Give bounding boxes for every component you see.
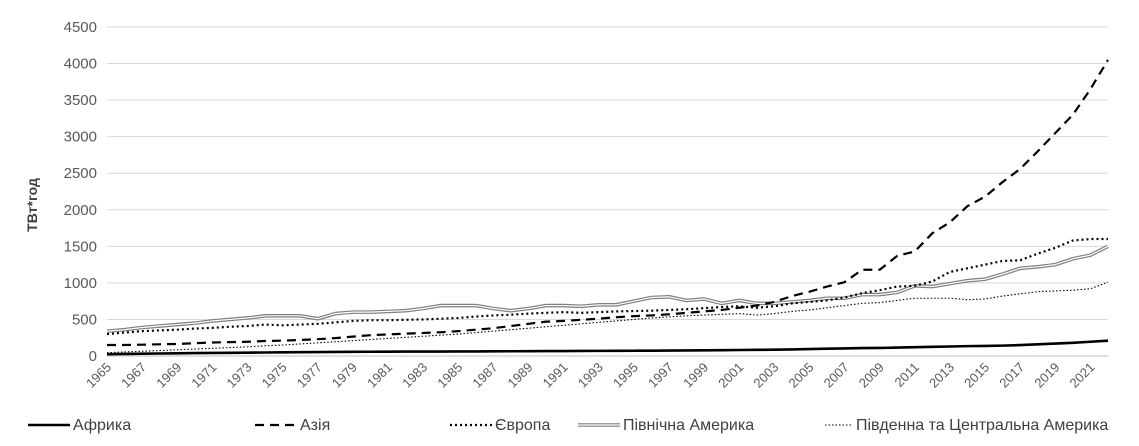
- x-tick-label: 2007: [821, 360, 852, 391]
- x-tick-label: 1993: [575, 360, 606, 391]
- x-tick-label: 1973: [224, 360, 255, 391]
- x-tick-label: 2017: [996, 360, 1027, 391]
- y-tick-label: 2500: [64, 165, 97, 182]
- x-tick-label: 1985: [434, 360, 465, 391]
- x-tick-label: 1999: [680, 360, 711, 391]
- y-tick-label: 1000: [64, 275, 97, 292]
- x-tick-label: 2015: [961, 360, 992, 391]
- series-0: [106, 339, 1109, 356]
- x-tick-label: 2001: [715, 360, 746, 391]
- series-line: [107, 59, 1109, 347]
- x-tick-label: 1987: [469, 360, 500, 391]
- series-line: [106, 281, 1109, 354]
- legend-label: Північна Америка: [623, 417, 754, 434]
- legend-item: Північна Америка: [578, 417, 754, 434]
- series-1: [107, 59, 1109, 347]
- x-tick-label: 1995: [610, 360, 641, 391]
- x-tick-label: 1991: [540, 360, 571, 391]
- x-tick-label: 2013: [926, 360, 957, 391]
- y-tick-label: 4500: [64, 19, 97, 36]
- x-tick-label: 1997: [645, 360, 676, 391]
- x-tick-label: 2009: [856, 360, 887, 391]
- x-tick-label: 1975: [259, 360, 290, 391]
- y-axis-label: ТВт*год: [24, 178, 40, 232]
- y-tick-label: 0: [89, 348, 97, 365]
- x-tick-label: 1967: [118, 360, 149, 391]
- legend-item: Азія: [255, 417, 330, 434]
- x-tick-label: 2003: [750, 360, 781, 391]
- series-line: [106, 245, 1109, 332]
- x-tick-label: 2019: [1031, 360, 1062, 391]
- legend-label: Азія: [300, 417, 330, 434]
- series-3: [106, 244, 1109, 333]
- legend-item: Африка: [28, 417, 131, 434]
- series-line: [106, 237, 1108, 336]
- legend-label: Південна та Центральна Америка: [856, 417, 1108, 434]
- x-tick-label: 2021: [1067, 360, 1098, 391]
- y-tick-label: 1500: [64, 238, 97, 255]
- y-tick-label: 500: [72, 311, 97, 328]
- legend-label: Африка: [73, 417, 131, 434]
- legend-item: Південна та Центральна Америка: [825, 417, 1108, 434]
- x-tick-label: 1977: [294, 360, 325, 391]
- legend-label: Європа: [495, 417, 550, 434]
- y-tick-label: 4000: [64, 56, 97, 73]
- x-tick-label: 1979: [329, 360, 360, 391]
- series-4: [106, 281, 1109, 354]
- x-tick-label: 1971: [188, 360, 219, 391]
- legend-item: Європа: [450, 417, 550, 434]
- series-line: [106, 339, 1109, 356]
- series-2: [106, 237, 1108, 336]
- y-tick-label: 3500: [64, 92, 97, 109]
- y-tick-label: 2000: [64, 202, 97, 219]
- x-tick-label: 1969: [153, 360, 184, 391]
- x-tick-label: 1981: [364, 360, 395, 391]
- y-tick-label: 3000: [64, 129, 97, 146]
- x-tick-label: 1983: [399, 360, 430, 391]
- x-tick-label: 2005: [786, 360, 817, 391]
- x-tick-label: 1989: [505, 360, 536, 391]
- x-tick-label: 2011: [892, 360, 922, 390]
